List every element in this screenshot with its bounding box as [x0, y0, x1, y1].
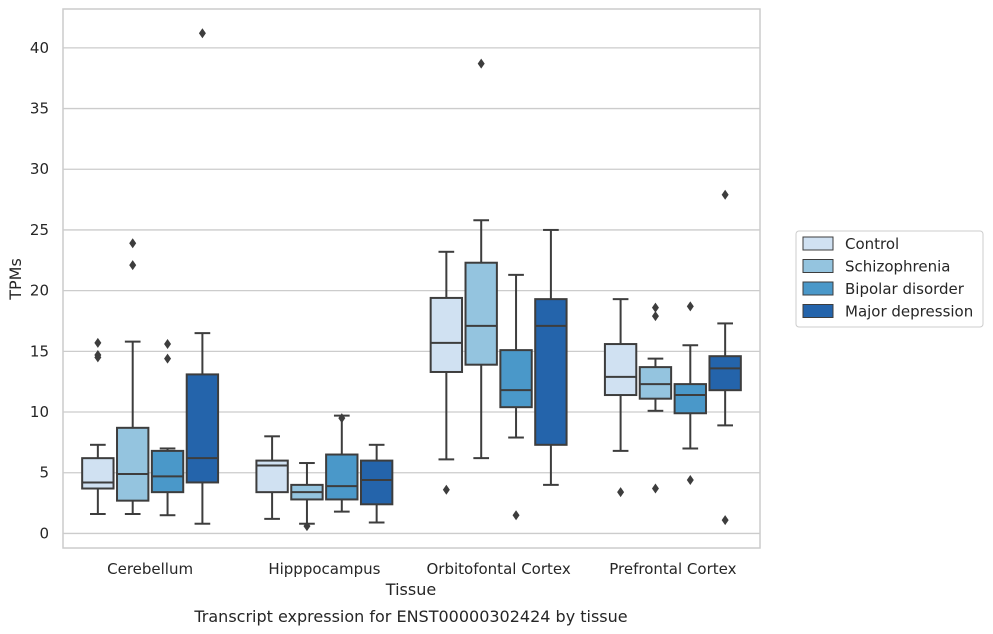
- iqr-box: [359, 459, 394, 506]
- box-control: [81, 337, 115, 516]
- legend: Control Schizophrenia Bipolar disorder Majo…: [795, 230, 984, 328]
- legend-frame: [795, 230, 984, 328]
- outlier-point: [721, 189, 729, 200]
- y-tick-label: 40: [30, 39, 49, 57]
- outlier-point: [651, 302, 659, 313]
- outlier-point: [129, 238, 137, 249]
- box-schizophrenia: [290, 462, 324, 532]
- iqr-box: [708, 355, 742, 392]
- legend-swatch: [802, 304, 834, 318]
- outlier-point: [477, 58, 485, 69]
- box-bipolar-disorder: [499, 273, 533, 521]
- y-tick-label: 5: [39, 464, 49, 482]
- iqr-box: [673, 383, 707, 415]
- outlier-point: [512, 510, 520, 521]
- box-bipolar-disorder: [150, 339, 185, 517]
- iqr-box: [116, 426, 150, 502]
- box-schizophrenia: [116, 238, 150, 516]
- box-control: [255, 435, 289, 520]
- outlier-point: [651, 311, 659, 322]
- y-tick-label: 20: [30, 282, 49, 300]
- plot-frame: [62, 8, 761, 549]
- outlier-point: [198, 28, 206, 39]
- iqr-box: [429, 296, 464, 373]
- legend-swatch: [802, 281, 834, 296]
- outlier-point: [442, 484, 450, 495]
- y-tick-label: 25: [30, 221, 49, 239]
- x-tick-labels: Cerebellum Hipppocampus Orbitofontal Corte…: [107, 560, 736, 578]
- outlier-point: [164, 353, 172, 364]
- outlier-point: [686, 475, 694, 486]
- box-major-depression: [534, 228, 568, 486]
- y-tick-label: 35: [30, 100, 49, 118]
- outlier-point: [129, 260, 137, 271]
- box-schizophrenia: [464, 58, 498, 460]
- x-tick-label: Hipppocampus: [268, 560, 380, 578]
- outlier-point: [338, 413, 346, 424]
- box-major-depression: [185, 28, 220, 525]
- iqr-box: [603, 343, 638, 397]
- y-tick-labels: 0 5 10 15 20 25 30 35 40: [30, 39, 49, 543]
- outlier-point: [94, 352, 102, 363]
- legend-label: Control: [845, 235, 899, 253]
- iqr-box: [499, 349, 533, 409]
- legend-swatch: [802, 236, 834, 251]
- outlier-point: [617, 487, 625, 498]
- y-tick-label: 10: [30, 403, 49, 421]
- iqr-box: [638, 366, 673, 400]
- iqr-box: [534, 298, 568, 446]
- y-tick-label: 0: [39, 524, 49, 542]
- box-major-depression: [359, 443, 394, 524]
- iqr-box: [185, 373, 220, 484]
- x-tick-label: Orbitofontal Cortex: [427, 560, 571, 578]
- legend-label: Schizophrenia: [845, 258, 950, 276]
- box-control: [603, 298, 638, 498]
- y-tick-label: 15: [30, 342, 49, 360]
- iqr-box: [325, 453, 359, 501]
- iqr-box: [81, 457, 115, 490]
- box-major-depression: [708, 189, 742, 526]
- box-control: [429, 250, 464, 495]
- legend-label: Major depression: [845, 303, 973, 321]
- x-axis-title: Tissue: [385, 580, 436, 599]
- outlier-point: [686, 301, 694, 312]
- y-axis-title: TPMs: [6, 258, 25, 301]
- x-tick-label: Prefrontal Cortex: [609, 560, 736, 578]
- iqr-box: [464, 261, 498, 366]
- y-tick-label: 30: [30, 160, 49, 178]
- box-schizophrenia: [638, 302, 673, 494]
- figure-caption: Transcript expression for ENST0000030242…: [193, 607, 627, 626]
- box-bipolar-disorder: [325, 413, 359, 513]
- outlier-point: [94, 337, 102, 348]
- legend-label: Bipolar disorder: [845, 280, 965, 298]
- outlier-point: [651, 483, 659, 494]
- outlier-point: [721, 515, 729, 526]
- box-bipolar-disorder: [673, 301, 707, 486]
- outlier-point: [303, 521, 311, 532]
- legend-swatch: [802, 259, 834, 273]
- x-tick-label: Cerebellum: [107, 560, 193, 578]
- iqr-box: [150, 449, 185, 494]
- box-groups: [81, 28, 742, 532]
- outlier-point: [164, 339, 172, 350]
